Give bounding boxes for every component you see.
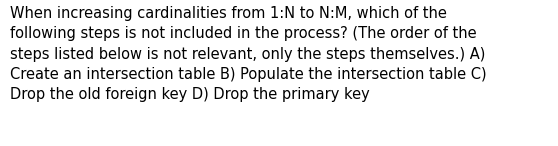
- Text: When increasing cardinalities from 1:N to N:M, which of the
following steps is n: When increasing cardinalities from 1:N t…: [10, 6, 487, 102]
